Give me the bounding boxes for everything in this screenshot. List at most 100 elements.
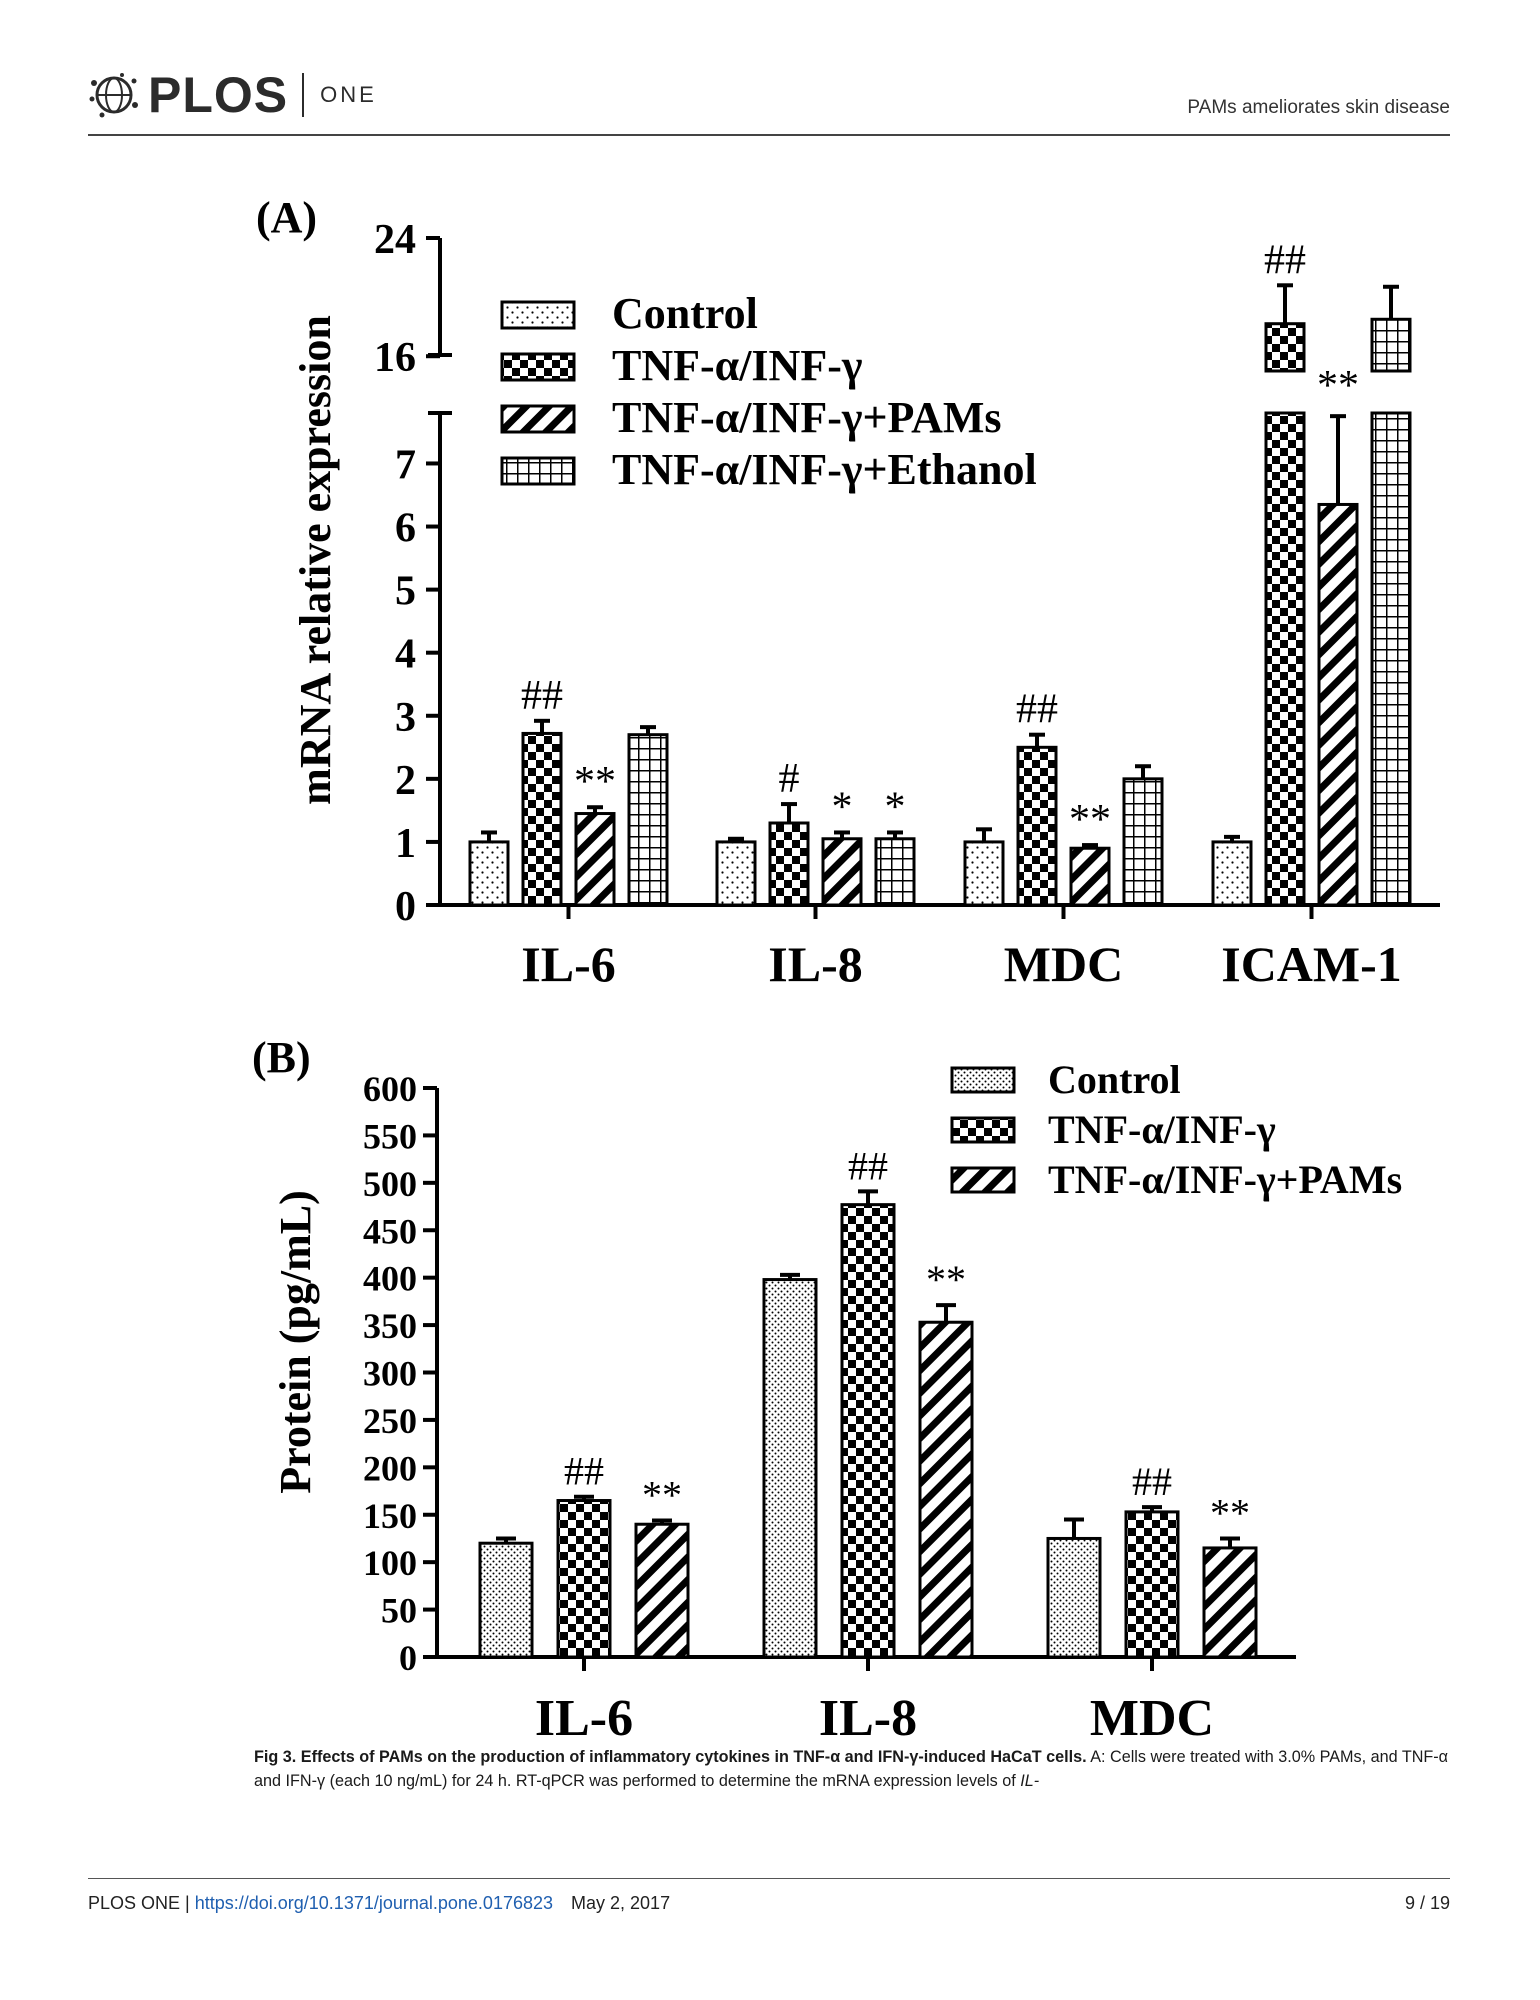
panel-b-chart: (B) Protein (pg/mL) 0 50 100 150 200 250 300 35… <box>252 1033 1402 1740</box>
panel-a-y-axis-label: mRNA relative expression <box>291 315 340 805</box>
panel-a-bar-il-8 <box>874 837 916 907</box>
panel-a-label: (A) <box>256 193 317 242</box>
panel-b-significance-mark: ## <box>564 1449 604 1494</box>
panel-b-significance-mark: ** <box>642 1472 682 1517</box>
page-footer: PLOS ONE | https://doi.org/10.1371/journ… <box>88 1893 670 1914</box>
panel-b-y-tick-label: 300 <box>363 1354 417 1394</box>
publication-date: May 2, 2017 <box>571 1893 671 1913</box>
panel-a-bar-mdc <box>1122 777 1164 907</box>
panel-a-bar-icam-1 <box>1317 502 1359 907</box>
panel-b-legend-label: TNF-α/INF-γ <box>1048 1107 1276 1152</box>
panel-b-x-tick-label: IL-6 <box>535 1690 633 1740</box>
panel-b-y-tick-label: 0 <box>399 1638 417 1678</box>
panel-b-bar-il-8 <box>762 1278 818 1659</box>
panel-a-chart: (A) mRNA relative expression 0 1 2 3 4 5 6 7 16 2… <box>256 193 1440 992</box>
panel-b-legend-swatch <box>950 1116 1016 1144</box>
panel-a-bar-mdc <box>1016 745 1058 907</box>
panel-b-bar-mdc <box>1046 1536 1102 1659</box>
panel-a-x-tick-label: IL-6 <box>521 936 615 992</box>
header-divider <box>88 134 1450 136</box>
panel-a-legend-label: TNF-α/INF-γ+Ethanol <box>612 445 1037 494</box>
panel-a-bar-il-8 <box>821 837 863 907</box>
panel-b-bars: ## ** ## ** ## ** <box>478 1143 1258 1659</box>
panel-a-bar-icam-1-lower <box>1370 411 1412 907</box>
panel-a-legend-label: TNF-α/INF-γ <box>612 341 862 390</box>
running-title: PAMs ameliorates skin disease <box>1187 97 1450 118</box>
panel-b-y-tick-label: 600 <box>363 1069 417 1109</box>
plos-globe-icon <box>89 73 138 118</box>
figure-caption: Fig 3. Effects of PAMs on the production… <box>254 1745 1450 1793</box>
panel-a-significance-mark: ** <box>1317 363 1359 409</box>
panel-a-y-tick-label: 24 <box>374 217 416 263</box>
panel-a-bar-mdc <box>963 840 1005 907</box>
panel-a-y-tick-label: 3 <box>395 695 416 741</box>
panel-b-legend-swatch <box>950 1066 1016 1094</box>
panel-a-significance-mark: ## <box>1016 687 1058 733</box>
panel-a-bar-icam-1-lower <box>1264 411 1306 907</box>
panel-a-bar-mdc <box>1069 846 1111 907</box>
panel-b-y-tick-label: 500 <box>363 1164 417 1204</box>
panel-b-bar-il-6 <box>556 1499 612 1659</box>
panel-a-bar-il-6 <box>521 731 563 907</box>
panel-b-significance-mark: ## <box>848 1143 888 1188</box>
panel-a-bar-icam-1-upper <box>1264 322 1306 373</box>
panel-b-legend-swatch <box>950 1166 1016 1194</box>
panel-a-y-tick-label: 6 <box>395 506 416 552</box>
panel-a-legend-swatch <box>500 456 576 486</box>
panel-b-y-tick-label: 250 <box>363 1401 417 1441</box>
caption-title: Fig 3. Effects of PAMs on the production… <box>254 1748 1087 1766</box>
plos-wordmark: PLOS <box>148 67 289 123</box>
panel-a-significance-mark: ** <box>1069 797 1111 843</box>
caption-body: A: Cells were treated with 3.0% PAMs, an… <box>254 1748 1449 1790</box>
panel-a-significance-mark: * <box>832 784 853 830</box>
panel-a-bar-icam-1-upper <box>1370 317 1412 373</box>
panel-a-legend-swatch <box>500 404 576 434</box>
panel-b-bar-il-6 <box>478 1541 534 1659</box>
footer-journal: PLOS ONE | <box>88 1893 195 1913</box>
doi-link[interactable]: https://doi.org/10.1371/journal.pone.017… <box>194 1893 554 1913</box>
plos-logo: PLOS ONE <box>88 66 377 124</box>
panel-a-bar-il-6 <box>574 812 616 907</box>
panel-a-y-tick-label: 2 <box>395 758 416 804</box>
panel-b-x-tick-label: MDC <box>1090 1690 1214 1740</box>
panel-b-significance-mark: ** <box>926 1257 966 1302</box>
panel-b-significance-mark: ** <box>1210 1490 1250 1535</box>
panel-a-legend-swatch <box>500 300 576 330</box>
panel-a-y-tick-label: 7 <box>395 442 416 488</box>
page-number: 9 / 19 <box>1404 1893 1450 1913</box>
panel-b-y-tick-label: 450 <box>363 1211 417 1251</box>
panel-a-significance-mark: ** <box>574 759 616 805</box>
panel-b-bar-mdc <box>1124 1510 1180 1659</box>
panel-b-x-tick-label: IL-8 <box>819 1690 917 1740</box>
panel-a-legend: ControlTNF-α/INF-γTNF-α/INF-γ+PAMsTNF-α/… <box>500 289 1037 494</box>
panel-b-y-axis-label: Protein (pg/mL) <box>271 1190 320 1494</box>
panel-b-y-tick-label: 350 <box>363 1306 417 1346</box>
panel-b-bar-il-8 <box>840 1203 896 1659</box>
panel-a-bar-il-8 <box>768 821 810 907</box>
panel-a-significance-mark: * <box>885 784 906 830</box>
panel-a-legend-swatch <box>500 352 576 382</box>
panel-b-significance-mark: ## <box>1132 1459 1172 1504</box>
panel-b-bar-mdc <box>1202 1546 1258 1659</box>
panel-a-significance-mark: ## <box>521 673 563 719</box>
panel-a-bar-icam-1 <box>1211 840 1253 907</box>
panel-b-label: (B) <box>252 1033 311 1082</box>
panel-b-y-tick-label: 550 <box>363 1116 417 1156</box>
panel-a-significance-mark: # <box>779 756 800 802</box>
panel-b-axes: 0 50 100 150 200 250 300 350 400 450 500 550 600 IL-6… <box>363 1069 1296 1740</box>
panel-a-legend-label: Control <box>612 289 758 338</box>
panel-b-y-tick-label: 50 <box>381 1591 417 1631</box>
panel-a-y-tick-label: 5 <box>395 569 416 615</box>
panel-a-bar-il-6 <box>468 840 510 907</box>
plos-one-suffix: ONE <box>320 82 377 107</box>
footer-divider <box>88 1878 1450 1879</box>
panel-a-y-tick-label: 16 <box>374 335 416 381</box>
logo-divider <box>302 73 305 117</box>
panel-a-legend-label: TNF-α/INF-γ+PAMs <box>612 393 1002 442</box>
panel-b-legend-label: Control <box>1048 1057 1181 1102</box>
panel-a-bars: ##** #* *##**##** <box>468 237 1412 907</box>
panel-b-y-tick-label: 100 <box>363 1543 417 1583</box>
panel-b-y-tick-label: 150 <box>363 1496 417 1536</box>
panel-b-legend: Control TNF-α/INF-γ TNF-α/INF-γ+PAMs <box>950 1057 1402 1202</box>
panel-b-bar-il-8 <box>918 1320 974 1659</box>
